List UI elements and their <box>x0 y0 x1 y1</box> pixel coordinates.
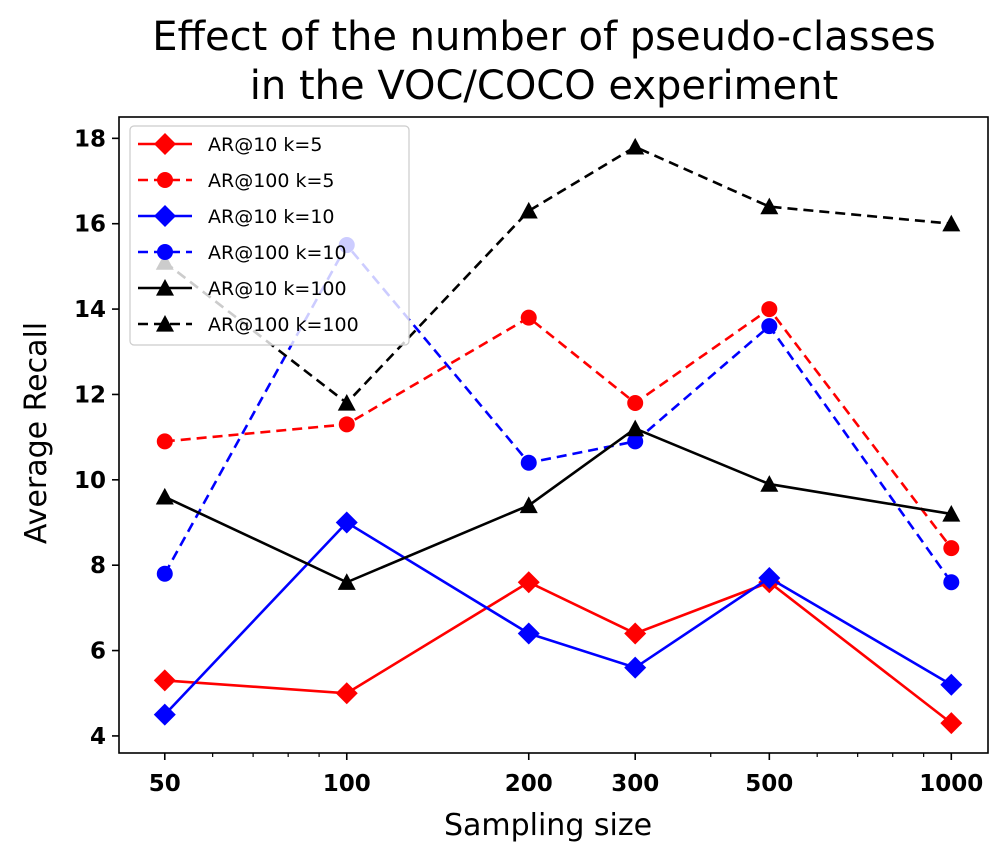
legend-label: AR@100 k=5 <box>208 170 335 192</box>
data-point <box>760 475 779 492</box>
plot-frame <box>118 116 989 754</box>
data-point <box>520 309 537 326</box>
series-line <box>164 580 953 725</box>
data-point <box>943 540 960 557</box>
x-tick-label: 500 <box>745 771 793 797</box>
x-tick-label: 100 <box>323 771 371 797</box>
data-point <box>760 197 779 215</box>
data-point <box>940 712 963 735</box>
y-tick-label: 6 <box>90 639 106 665</box>
data-point <box>761 301 778 318</box>
y-axis: 4 6 8 10 12 14 16 18 <box>74 126 119 750</box>
data-point <box>338 416 355 433</box>
x-axis-label: Sampling size <box>444 808 652 843</box>
x-tick-label: 50 <box>149 771 181 797</box>
data-point <box>156 433 173 450</box>
data-point <box>519 496 538 514</box>
data-point <box>519 201 538 219</box>
y-tick-label: 16 <box>74 212 106 238</box>
legend-marker <box>156 279 174 296</box>
legend: AR@10 k=5 AR@100 k=5 AR@10 k=10 AR@100 k=10… <box>129 125 410 346</box>
data-point <box>520 454 537 471</box>
data-point <box>942 214 961 232</box>
chart-title-line-2: in the VOC/COCO experiment <box>250 63 838 109</box>
chart-title-line-1: Effect of the number of pseudo-classes <box>152 14 936 60</box>
x-axis: 50 100 200 300 500 1000 <box>149 753 983 797</box>
data-point <box>627 394 644 411</box>
legend-box <box>129 125 410 346</box>
y-tick-label: 10 <box>74 468 106 494</box>
series-line <box>164 307 953 549</box>
data-point <box>761 318 778 335</box>
data-point <box>517 622 540 645</box>
legend-marker <box>157 244 173 260</box>
data-point <box>626 419 645 437</box>
data-point <box>940 673 963 696</box>
legend-label: AR@10 k=5 <box>208 134 322 156</box>
data-point <box>153 669 176 692</box>
y-tick-label: 12 <box>74 382 106 408</box>
data-point <box>627 433 644 450</box>
legend-label: AR@10 k=100 <box>208 278 347 300</box>
x-tick-label: 200 <box>505 771 553 797</box>
legend-marker <box>154 205 176 227</box>
y-tick-label: 8 <box>90 553 106 579</box>
data-point <box>335 682 358 705</box>
series-line <box>164 427 952 584</box>
legend-marker <box>156 315 174 332</box>
y-tick-label: 4 <box>90 724 106 750</box>
legend-label: AR@100 k=10 <box>208 242 347 264</box>
data-point <box>626 137 645 155</box>
data-point <box>943 574 960 591</box>
legend-marker <box>157 172 173 188</box>
data-point <box>758 566 781 589</box>
legend-label: AR@10 k=10 <box>208 206 335 228</box>
legend-marker <box>154 133 176 155</box>
y-axis-label: Average Recall <box>19 322 54 544</box>
data-point <box>335 511 358 534</box>
data-point <box>156 565 173 582</box>
data-point <box>942 504 961 522</box>
y-tick-label: 14 <box>74 297 106 323</box>
data-point <box>153 703 176 726</box>
series-layer <box>153 137 963 735</box>
x-tick-label: 1000 <box>919 771 983 797</box>
x-tick-label: 300 <box>611 771 659 797</box>
legend-label: AR@100 k=100 <box>208 314 359 336</box>
data-point <box>517 571 540 594</box>
data-point <box>337 573 356 590</box>
data-point <box>624 622 647 645</box>
y-tick-label: 18 <box>74 126 106 152</box>
data-point <box>337 393 356 411</box>
series-line <box>163 520 952 716</box>
data-point <box>155 487 174 505</box>
data-point <box>624 656 647 679</box>
